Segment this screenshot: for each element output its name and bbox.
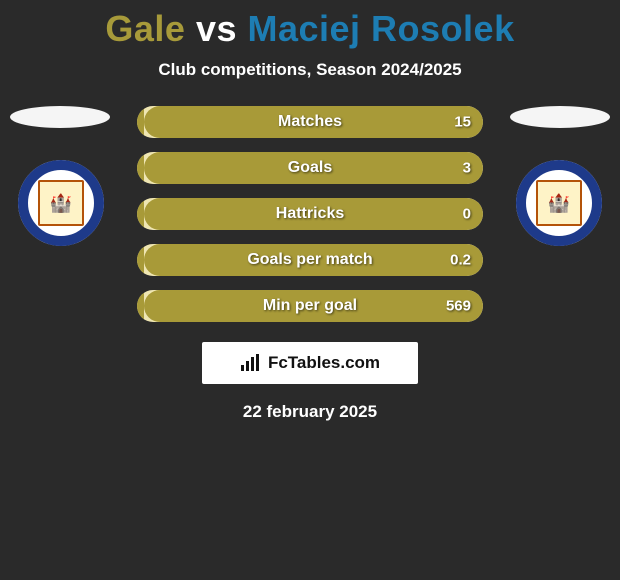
stat-row: Matches 15 bbox=[137, 106, 483, 138]
player2-club-badge: 🏰 bbox=[516, 160, 602, 246]
player2-name: Maciej Rosolek bbox=[248, 8, 515, 49]
stat-value-player2: 15 bbox=[454, 114, 471, 131]
club-badge-inner: 🏰 bbox=[38, 180, 84, 226]
brand-text: FcTables.com bbox=[268, 353, 380, 373]
player1-oval-badge bbox=[10, 106, 110, 128]
player2-oval-badge bbox=[510, 106, 610, 128]
player1-club-badge: 🏰 bbox=[18, 160, 104, 246]
stat-fill-player1 bbox=[137, 290, 144, 322]
stat-label: Hattricks bbox=[276, 205, 344, 223]
bar-chart-icon bbox=[240, 354, 262, 372]
stat-label: Matches bbox=[278, 113, 342, 131]
stat-fill-player1 bbox=[137, 198, 144, 230]
stat-value-player2: 3 bbox=[463, 160, 471, 177]
date-text: 22 february 2025 bbox=[0, 402, 620, 422]
stat-fill-player1 bbox=[137, 106, 144, 138]
stat-value-player2: 0.2 bbox=[450, 252, 471, 269]
stat-value-player2: 0 bbox=[463, 206, 471, 223]
stat-label: Goals per match bbox=[247, 251, 372, 269]
stat-row: Goals per match 0.2 bbox=[137, 244, 483, 276]
vs-text: vs bbox=[196, 8, 237, 49]
player1-name: Gale bbox=[105, 8, 185, 49]
stat-row: Goals 3 bbox=[137, 152, 483, 184]
stat-row: Min per goal 569 bbox=[137, 290, 483, 322]
content-area: 🏰 🏰 Matches 15 Goals 3 Hattricks 0 Goals per m… bbox=[0, 106, 620, 422]
stat-fill-player1 bbox=[137, 244, 144, 276]
stat-label: Goals bbox=[288, 159, 332, 177]
stat-value-player2: 569 bbox=[446, 298, 471, 315]
stat-row: Hattricks 0 bbox=[137, 198, 483, 230]
page-title: Gale vs Maciej Rosolek bbox=[0, 0, 620, 50]
club-badge-inner: 🏰 bbox=[536, 180, 582, 226]
stat-label: Min per goal bbox=[263, 297, 357, 315]
stats-container: Matches 15 Goals 3 Hattricks 0 Goals per match… bbox=[137, 106, 483, 322]
subtitle: Club competitions, Season 2024/2025 bbox=[0, 60, 620, 80]
brand-box: FcTables.com bbox=[202, 342, 418, 384]
stat-fill-player1 bbox=[137, 152, 144, 184]
